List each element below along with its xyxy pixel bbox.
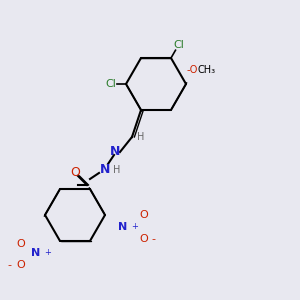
Text: H: H — [137, 132, 145, 142]
Text: +: + — [45, 248, 51, 257]
Text: O: O — [16, 239, 26, 249]
Text: O: O — [140, 210, 148, 220]
Text: N: N — [118, 222, 127, 232]
Text: N: N — [32, 248, 40, 258]
Text: O: O — [16, 260, 26, 270]
Text: -: - — [7, 260, 11, 270]
Text: +: + — [132, 223, 138, 232]
Text: N: N — [110, 146, 121, 158]
Text: -: - — [151, 234, 155, 244]
Text: Cl: Cl — [106, 79, 116, 89]
Text: -O: -O — [186, 65, 198, 75]
Text: N: N — [100, 164, 110, 176]
Text: CH₃: CH₃ — [198, 65, 216, 75]
Text: H: H — [113, 165, 121, 175]
Text: O: O — [70, 167, 80, 179]
Text: O: O — [140, 234, 148, 244]
Text: Cl: Cl — [173, 40, 184, 50]
